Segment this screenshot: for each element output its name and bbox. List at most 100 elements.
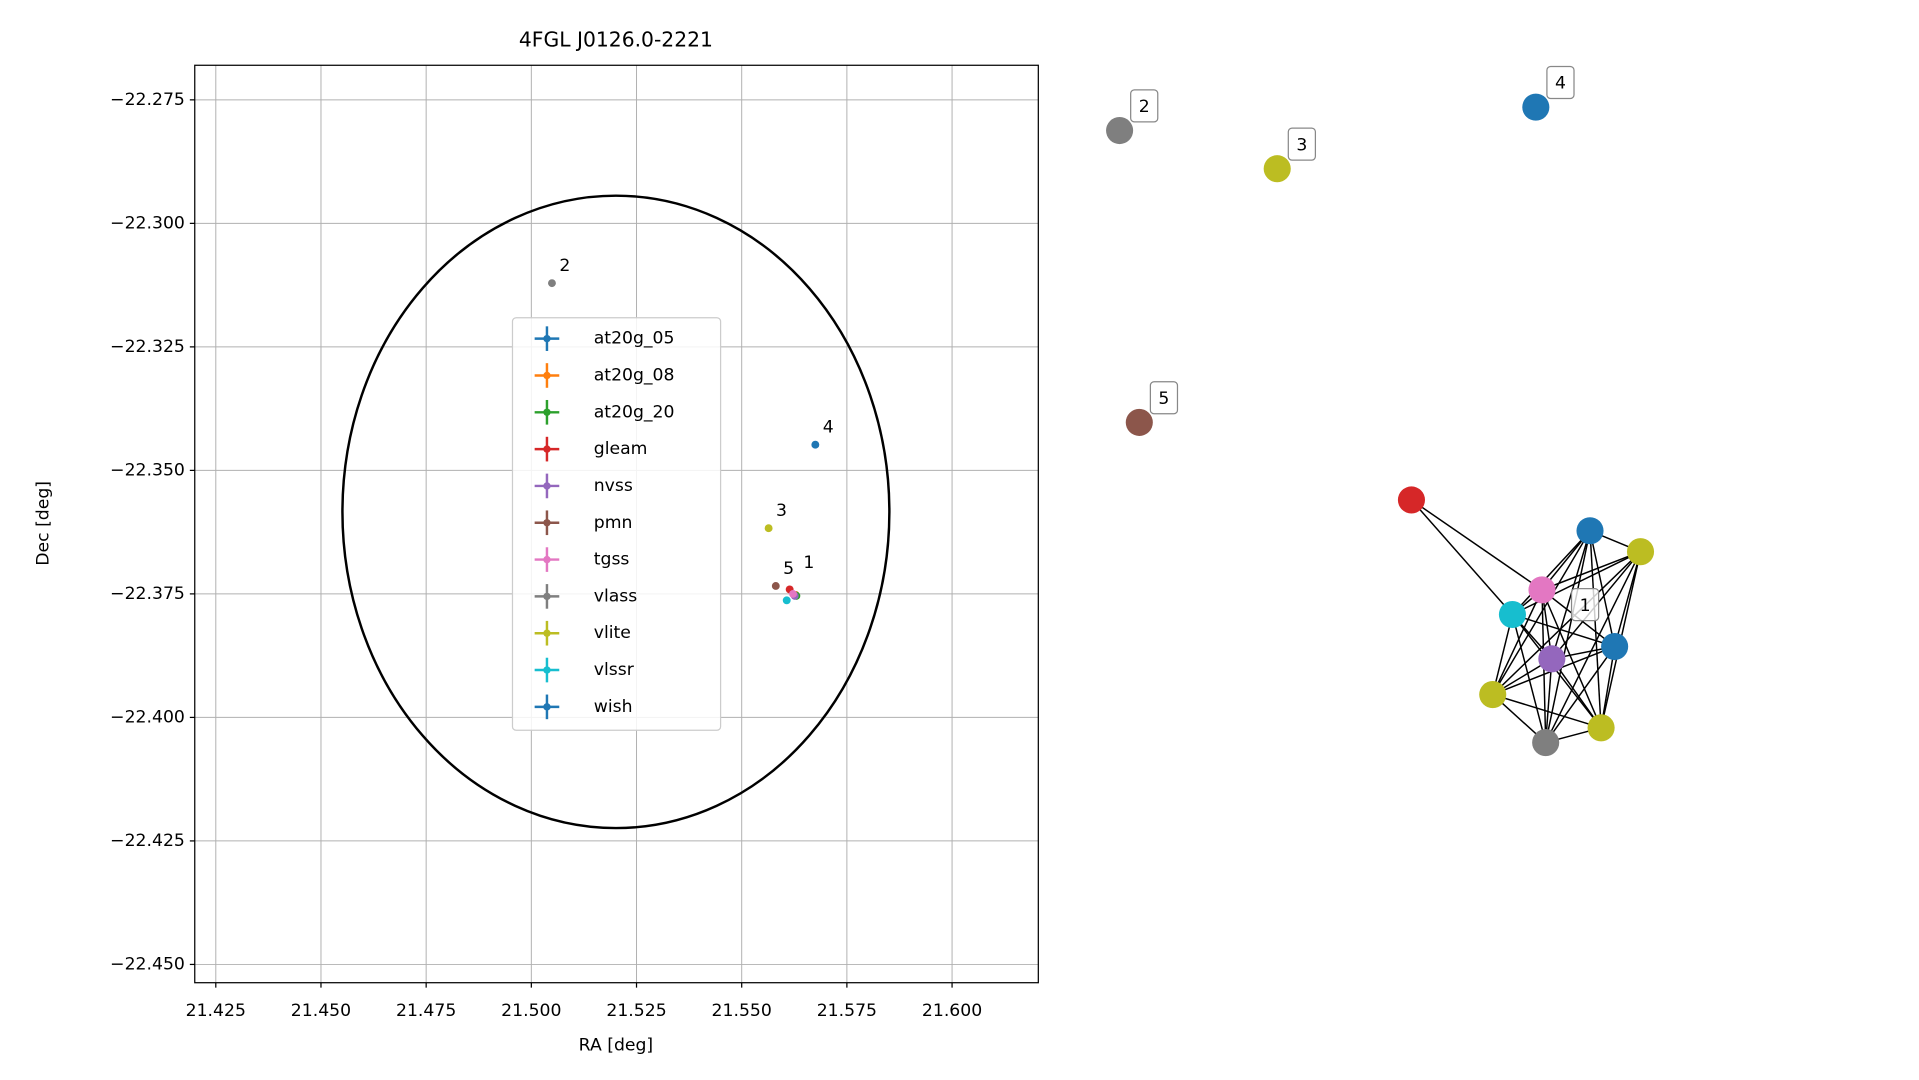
node-label: 3 (1296, 135, 1307, 155)
y-tick-label: −22.425 (110, 831, 185, 851)
legend-label: at20g_20 (594, 402, 675, 422)
annotation: 1 (803, 553, 814, 573)
node (1532, 729, 1560, 757)
x-tick-label: 21.425 (186, 1001, 246, 1021)
node-label-box (1546, 65, 1575, 100)
legend-label: at20g_08 (594, 365, 675, 385)
point (811, 440, 820, 449)
edge (1511, 614, 1547, 743)
x-axis-label: RA [deg] (579, 1036, 653, 1056)
node (1522, 93, 1550, 121)
edge (1544, 658, 1553, 743)
point (782, 596, 791, 605)
y-tick-label: −22.400 (110, 707, 185, 727)
legend-marker (543, 408, 551, 416)
x-tick-label: 21.500 (501, 1001, 561, 1021)
x-tick-label: 21.450 (291, 1001, 351, 1021)
y-tick-label: −22.350 (110, 460, 185, 480)
error-ellipse (341, 194, 891, 830)
annotation: 5 (783, 559, 794, 579)
node (1538, 645, 1566, 673)
point (771, 582, 780, 590)
edge (1492, 551, 1642, 696)
legend-label: vlite (594, 623, 631, 643)
node (1106, 116, 1134, 145)
y-tick-label: −22.275 (110, 90, 185, 110)
x-tick-label: 21.600 (922, 1001, 982, 1021)
node (1587, 714, 1615, 742)
y-tick-label: −22.300 (110, 213, 185, 233)
node-label: 5 (1158, 389, 1169, 409)
edge (1512, 551, 1641, 616)
legend-label: gleam (594, 439, 648, 459)
edge (1492, 693, 1602, 729)
legend-marker (543, 445, 551, 453)
legend-label: pmn (594, 513, 633, 533)
node (1626, 538, 1655, 566)
edge (1545, 551, 1642, 743)
node-label-box (1149, 381, 1179, 415)
annotation: 2 (559, 256, 570, 276)
annotation: 4 (823, 417, 834, 437)
node-label-box (1130, 89, 1159, 123)
edge (1410, 499, 1513, 615)
edge (1545, 646, 1616, 744)
edge (1492, 589, 1543, 695)
chart-title: 4FGL J0126.0-2221 (519, 28, 713, 52)
y-tick-label: −22.375 (110, 584, 185, 604)
edge (1411, 499, 1543, 591)
node-label: 2 (1139, 97, 1150, 117)
edge (1492, 530, 1591, 695)
node (1125, 408, 1153, 436)
node (1397, 486, 1425, 514)
y-tick-label: −22.325 (110, 337, 185, 357)
node-label-box (1287, 127, 1317, 161)
point (764, 524, 773, 533)
x-tick-label: 21.525 (606, 1001, 666, 1021)
node (1576, 517, 1604, 545)
node-label: 4 (1555, 74, 1566, 94)
edge (1589, 530, 1602, 728)
annotation: 3 (776, 501, 787, 521)
legend-marker (543, 629, 551, 637)
x-tick-label: 21.475 (396, 1001, 456, 1021)
legend-marker (543, 519, 551, 527)
legend-box (511, 317, 722, 731)
legend-label: nvss (594, 476, 633, 496)
node (1479, 681, 1507, 709)
legend-marker (543, 703, 551, 711)
edge (1512, 613, 1615, 648)
y-tick-label: −22.450 (110, 954, 185, 974)
edge (1600, 646, 1616, 728)
point (789, 589, 797, 598)
node-label: 1 (1580, 596, 1591, 616)
edge (1541, 551, 1641, 591)
edge (1544, 530, 1591, 743)
legend-marker (543, 334, 551, 343)
x-tick-label: 21.575 (817, 1001, 877, 1021)
x-tick-label: 21.550 (712, 1001, 772, 1021)
legend-marker (543, 592, 551, 601)
legend-label: tgss (594, 550, 630, 570)
legend-label: wish (594, 697, 633, 717)
legend-label: at20g_05 (594, 329, 675, 349)
plot-frame (194, 64, 1039, 984)
legend-label: vlass (594, 586, 638, 606)
point (548, 279, 556, 288)
legend-marker (543, 666, 551, 674)
edge (1551, 658, 1602, 729)
edge (1492, 614, 1514, 695)
y-axis-label: Dec [deg] (33, 481, 53, 566)
legend-marker (543, 482, 551, 490)
legend-marker (543, 555, 551, 564)
node (1263, 155, 1291, 183)
edge (1541, 589, 1602, 729)
edge (1613, 551, 1642, 647)
edge (1511, 530, 1591, 616)
node (1498, 600, 1526, 629)
node (1528, 576, 1556, 604)
legend-label: vlssr (594, 660, 635, 680)
legend-marker (543, 371, 551, 380)
node-label-box (1570, 588, 1600, 622)
